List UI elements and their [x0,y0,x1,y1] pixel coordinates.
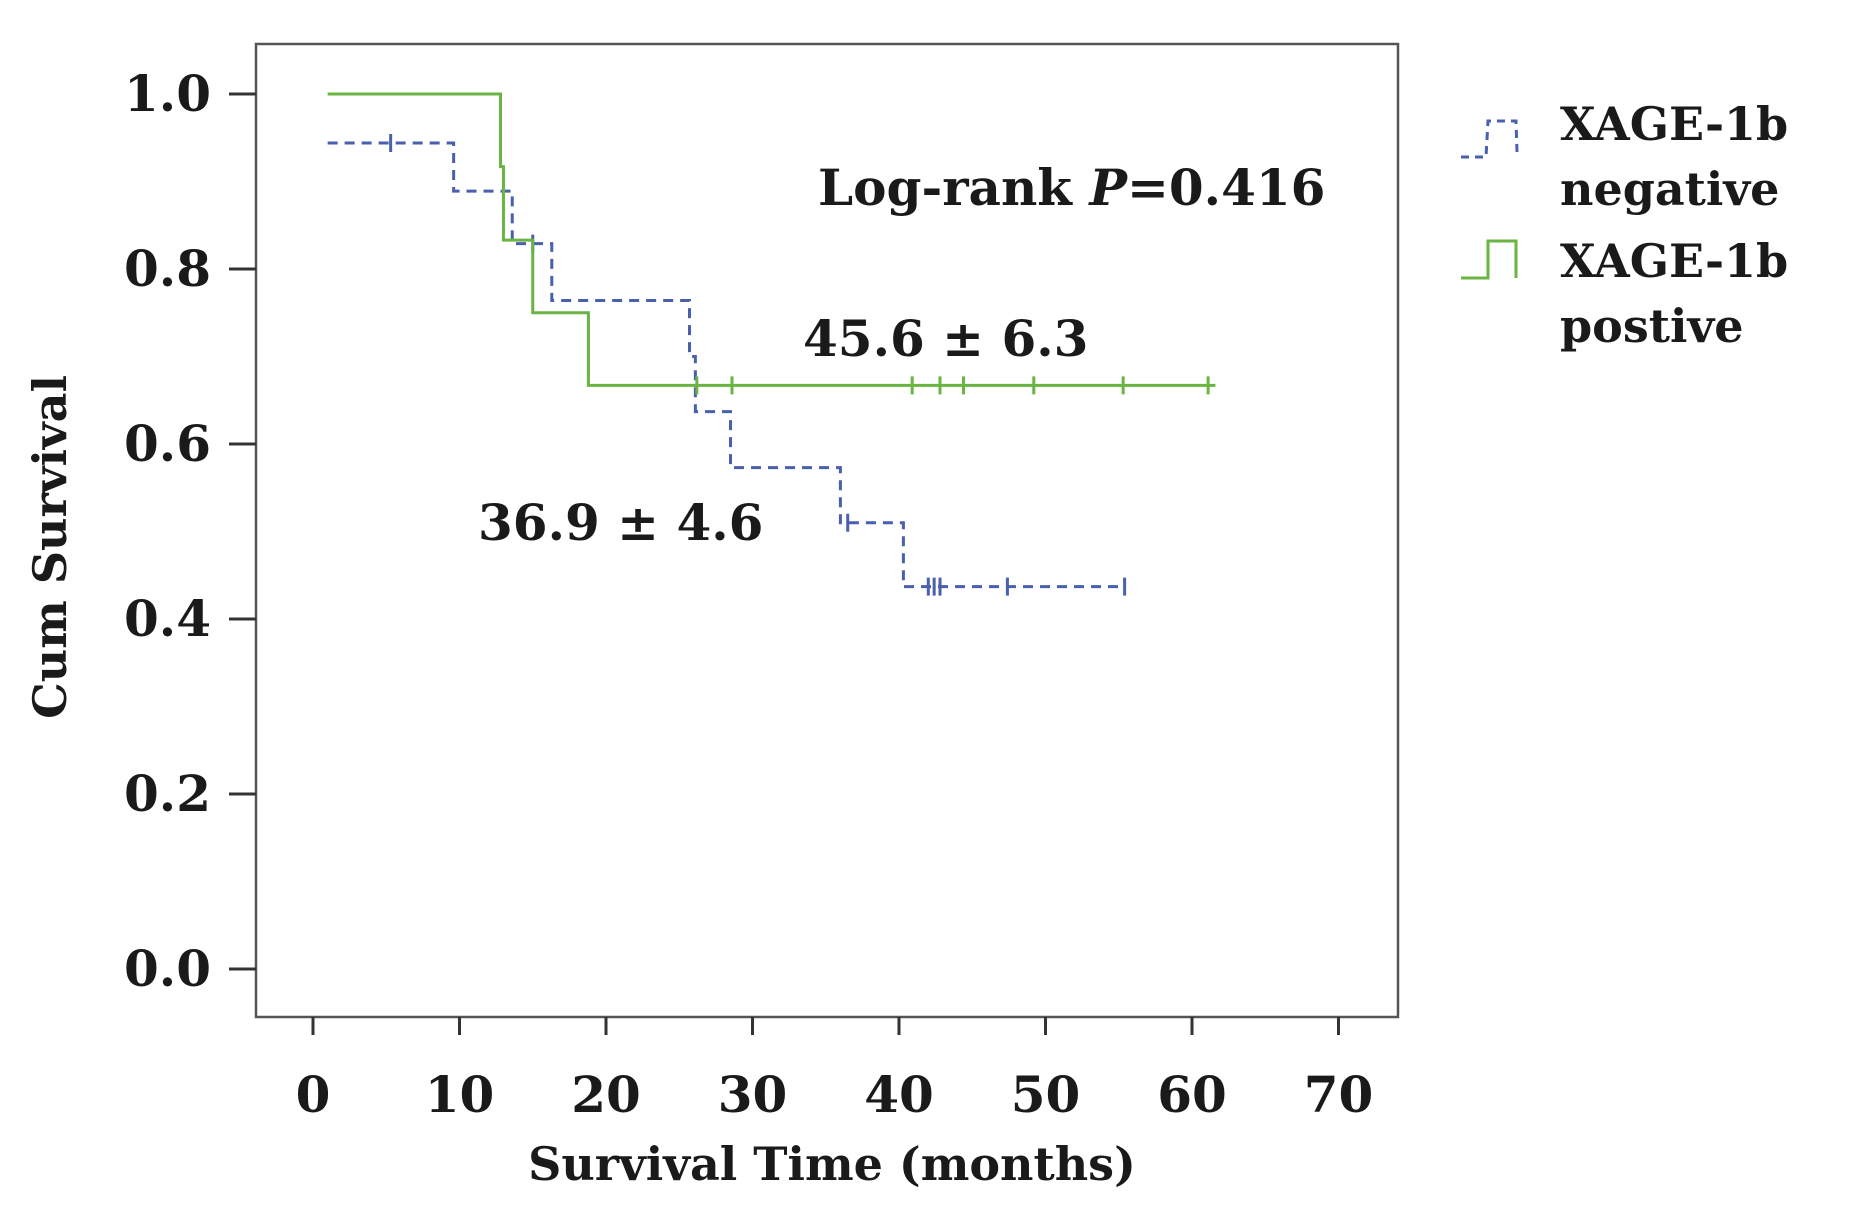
logrank-annotation: Log-rank P=0.416 [818,158,1325,217]
legend-swatch-negative [1461,119,1519,159]
x-tick-label: 40 [864,1065,934,1124]
y-axis-title: Cum Survival [23,375,77,719]
positive-mean-annotation: 45.6 ± 6.3 [803,309,1088,368]
legend-item-positive: XAGE-1b postive [1461,234,1788,353]
legend-label-positive-line1: XAGE-1b [1560,234,1788,288]
x-tick-label: 10 [425,1065,495,1124]
y-tick-label: 0.0 [124,939,211,998]
legend-swatch-positive [1461,239,1518,280]
negative-mean-annotation: 36.9 ± 4.6 [478,493,763,552]
y-tick-label: 0.8 [124,239,211,298]
x-tick-label: 60 [1157,1065,1227,1124]
x-tick-label: 70 [1304,1065,1374,1124]
x-tick-label: 0 [296,1065,331,1124]
legend-label-negative-line2: negative [1560,162,1779,216]
legend-label-positive-line2: postive [1560,299,1743,353]
curve-positive [327,92,1216,387]
logrank-prefix: Log-rank [818,158,1089,217]
y-tick-label: 0.2 [124,764,211,823]
y-tick-label: 0.6 [124,414,211,473]
y-tick-label: 1.0 [124,64,211,123]
legend-label-negative-line1: XAGE-1b [1560,97,1788,151]
x-tick-label: 50 [1011,1065,1081,1124]
legend: XAGE-1b negative XAGE-1b postive [1461,97,1788,353]
x-axis-ticks: 0 10 20 30 40 50 60 70 [296,1017,1374,1124]
legend-item-negative: XAGE-1b negative [1461,97,1788,216]
x-axis-title: Survival Time (months) [528,1137,1136,1191]
plot-frame [254,42,1400,1019]
y-tick-label: 0.4 [124,589,211,648]
logrank-value: =0.416 [1127,158,1325,217]
x-tick-label: 30 [718,1065,788,1124]
survival-curves [327,92,1216,596]
logrank-p-italic: P [1087,158,1128,217]
x-tick-label: 20 [571,1065,641,1124]
y-axis-ticks: 0.0 0.2 0.4 0.6 0.8 1.0 [124,64,256,998]
